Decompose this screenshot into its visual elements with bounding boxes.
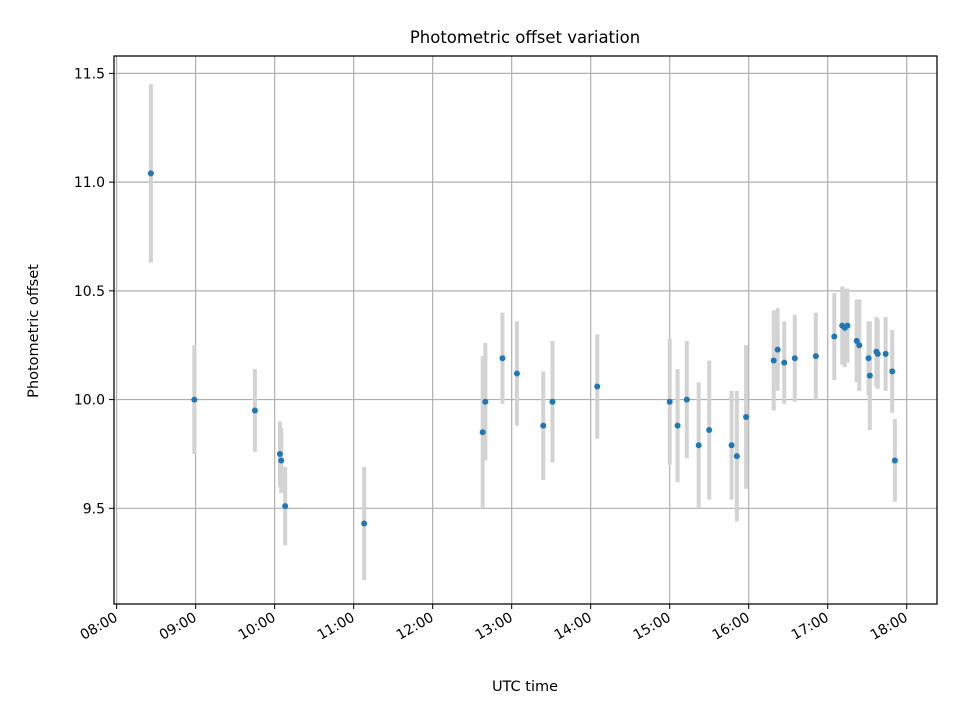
data-point [513,370,520,377]
data-point [743,413,750,420]
x-tick-label: 11:00 [315,610,358,644]
y-tick-label: 10.0 [74,393,105,409]
y-tick-label: 11.5 [74,66,105,82]
x-tick-label: 16:00 [710,610,753,644]
y-tick-label: 11.0 [74,175,105,191]
data-point [674,422,681,429]
data-point [549,398,556,405]
x-tick-label: 13:00 [473,610,516,644]
data-point [361,520,368,527]
data-point [191,396,198,403]
chart-title: Photometric offset variation [410,28,640,47]
grid-layer [114,56,937,604]
y-axis-label: Photometric offset [26,264,42,398]
data-point [733,453,740,460]
data-point [812,353,819,360]
data-point [479,429,486,436]
y-tick-label: 10.5 [74,284,105,300]
data-point [882,350,889,357]
x-tick-label: 12:00 [394,610,437,644]
data-point [282,503,289,510]
data-point [499,355,506,362]
errorbar-layer [148,84,897,581]
x-tick-label: 15:00 [631,610,674,644]
data-point [770,357,777,364]
data-point [891,457,898,464]
y-tick-label: 9.5 [83,501,105,517]
data-point [874,350,881,357]
data-point [706,427,713,434]
data-point [856,342,863,349]
x-axis-label: UTC time [492,679,558,695]
data-point [276,450,283,457]
data-point [866,372,873,379]
y-axis-ticks: 9.5 10.0 10.5 11.0 11.5 [74,66,114,517]
data-point [540,422,547,429]
plot-frame [113,55,938,605]
data-point [853,337,860,344]
data-point [278,457,285,464]
data-point [251,407,258,414]
x-tick-label: 14:00 [552,610,595,644]
data-point [844,322,851,329]
data-point [683,396,690,403]
data-point [666,398,673,405]
data-point [774,346,781,353]
data-point [594,383,601,390]
data-point [889,368,896,375]
data-point [147,170,154,177]
x-tick-label: 10:00 [236,610,279,644]
x-tick-label: 18:00 [868,610,911,644]
data-point [781,359,788,366]
point-layer [147,170,898,527]
data-point [695,442,702,449]
data-point [865,355,872,362]
x-axis-ticks: 08:00 09:00 10:00 11:00 12:00 13:00 14:00 15:00… [78,604,911,644]
data-point [728,442,735,449]
data-point [482,398,489,405]
x-tick-label: 17:00 [789,610,832,644]
x-tick-label: 08:00 [78,610,121,644]
x-tick-label: 09:00 [157,610,200,644]
data-point [831,333,838,340]
data-point [791,355,798,362]
